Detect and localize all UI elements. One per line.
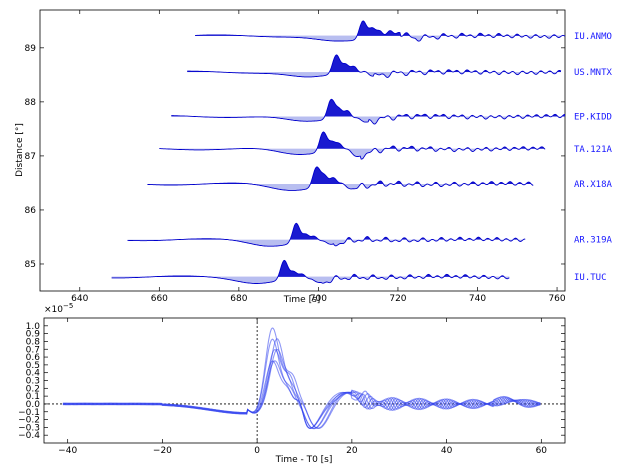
y-tick-label: 1.0 (26, 322, 41, 332)
trace-us-mntx (187, 54, 562, 78)
y-exponent-value: −5 (63, 302, 73, 310)
trace-fill-negative (249, 35, 565, 42)
x-tick-label: −40 (58, 446, 77, 456)
stacked-traces-x-ticks: −40 −20 0 20 40 60 (58, 318, 547, 456)
stacked-traces-y-ticks: −0.4−0.3−0.2−0.10.00.10.20.30.40.50.60.7… (18, 322, 565, 441)
stacked-traces-x-label: Time - T0 [s] (275, 455, 333, 465)
trace-line (147, 166, 534, 191)
y-tick-label: 89 (25, 44, 37, 54)
y-tick-label: −0.3 (18, 423, 40, 433)
x-tick-label: 640 (71, 294, 88, 304)
trace-fill-negative (127, 239, 526, 247)
y-exponent-label: ×10−5 (44, 302, 73, 315)
x-tick-label: 680 (230, 294, 247, 304)
trace-ta-121a (159, 131, 546, 160)
x-tick-label: 760 (548, 294, 565, 304)
x-tick-label: 660 (151, 294, 168, 304)
y-tick-label: 86 (25, 206, 37, 216)
y-tick-label: 0.5 (26, 361, 40, 371)
x-tick-label: 60 (536, 446, 548, 456)
trace-line (195, 20, 566, 42)
station-label: EP.KIDD (574, 112, 612, 122)
record-section-x-label: Time [s] (283, 295, 321, 305)
station-label: AR.319A (574, 236, 613, 246)
trace-fill-positive (195, 20, 565, 36)
y-tick-label: 0.6 (26, 353, 41, 363)
y-tick-label: 0.7 (26, 345, 40, 355)
stacked-traces-frame (43, 317, 566, 444)
x-tick-label: −20 (153, 446, 172, 456)
stacked-traces-axes: −40 −20 0 20 40 60 −0.4−0.3−0.2−0.10.00.10.20… (18, 302, 566, 465)
trace-iu-tuc (111, 259, 510, 284)
y-tick-label: 0.9 (26, 330, 41, 340)
station-label: AR.X18A (574, 180, 613, 190)
trace-ep-kidd (171, 98, 566, 125)
trace-ar-319a (127, 222, 526, 247)
x-tick-label: 740 (469, 294, 486, 304)
trace-line (187, 54, 562, 78)
trace-line (159, 131, 546, 160)
trace-iu-anmo (195, 20, 566, 42)
trace-fill-negative (221, 72, 557, 78)
y-tick-label: −0.2 (18, 416, 40, 426)
y-tick-label: 0.2 (26, 384, 40, 394)
y-tick-label: 0.3 (26, 377, 40, 387)
y-tick-label: −0.1 (18, 408, 40, 418)
y-tick-label: 0.8 (26, 337, 41, 347)
stacked-trace-line (62, 338, 541, 429)
station-label: IU.TUC (574, 273, 607, 283)
y-tick-label: 85 (25, 260, 36, 270)
record-section-y-label: Distance [°] (15, 123, 25, 177)
y-tick-label: 0.4 (26, 369, 41, 379)
x-tick-label: 0 (254, 446, 260, 456)
stacked-traces (62, 327, 541, 430)
station-label: IU.ANMO (574, 32, 612, 42)
record-section-axes: 640 660 680 700 720 740 760 85 86 87 88 89 IU.ANMO… (15, 9, 613, 305)
station-label: TA.121A (574, 145, 613, 155)
record-section-x-ticks: 640 660 680 700 720 740 760 (71, 10, 566, 304)
y-tick-label: −0.4 (18, 431, 40, 441)
y-tick-label: 0.0 (26, 400, 41, 410)
trace-line (111, 259, 510, 284)
trace-line (127, 222, 526, 247)
reference-lines (44, 318, 565, 443)
station-labels: IU.ANMO US.MNTX EP.KIDD TA.121A AR.X18A AR.31… (574, 32, 613, 283)
trace-fill-negative (159, 148, 546, 160)
x-tick-label: 20 (346, 446, 358, 456)
x-tick-label: 700 (310, 294, 327, 304)
x-tick-label: 40 (441, 446, 453, 456)
record-section-traces (111, 20, 566, 284)
trace-ar-x18a (147, 166, 534, 191)
y-tick-label: 88 (25, 98, 37, 108)
station-label: US.MNTX (574, 68, 613, 78)
y-tick-label: 0.1 (26, 392, 40, 402)
y-tick-label: 87 (25, 152, 36, 162)
x-tick-label: 720 (389, 294, 406, 304)
trace-line (171, 98, 566, 125)
record-section-y-ticks: 85 86 87 88 89 (25, 44, 565, 270)
